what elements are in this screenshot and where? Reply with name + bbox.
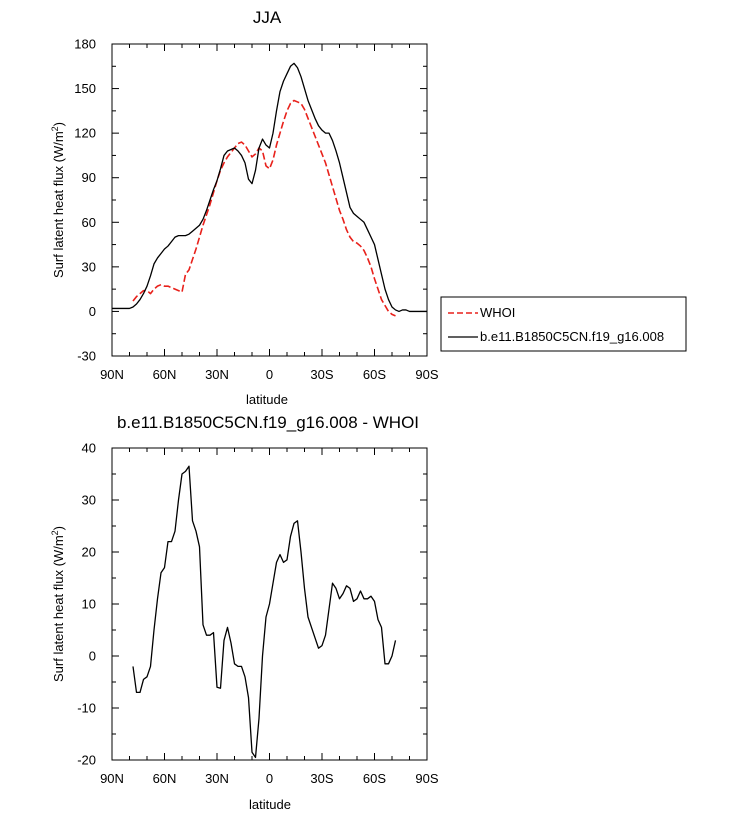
bottom-series: [132, 465, 397, 759]
top-x-tick-label: 90S: [415, 367, 438, 382]
bottom-y-axis-label-sup: 2: [50, 530, 60, 535]
top-x-tick-label: 30S: [310, 367, 333, 382]
bottom-y-tick-label: 10: [82, 597, 96, 612]
bottom-x-tick-label: 60S: [363, 771, 386, 786]
bottom-series-line-0: [132, 465, 397, 759]
bottom-y-axis-label-end: ): [51, 526, 66, 530]
bottom-x-tick-label: 90N: [100, 771, 124, 786]
top-x-axis-label: latitude: [246, 392, 288, 407]
bottom-y-tick-label: 20: [82, 545, 96, 560]
top-x-tick-label: 60N: [153, 367, 177, 382]
legend: WHOI b.e11.B1850C5CN.f19_g16.008: [440, 296, 687, 352]
bottom-y-tick-label: 30: [82, 493, 96, 508]
top-x-tick-label: 30N: [205, 367, 229, 382]
top-y-axis-label-sup: 2: [50, 126, 60, 131]
legend-entry-model: b.e11.B1850C5CN.f19_g16.008: [480, 329, 664, 344]
legend-frame: [440, 296, 687, 352]
top-y-tick-label: 150: [74, 81, 96, 96]
bottom-ticks: 90N 60N 30N 0 30S 60S 90S -20 -10 0 10 20 30 40: [77, 441, 439, 787]
bottom-x-tick-label: 30N: [205, 771, 229, 786]
top-series: [112, 62, 427, 317]
bottom-x-tick-label: 90S: [415, 771, 438, 786]
bottom-x-tick-label: 30S: [310, 771, 333, 786]
top-panel: JJA 90N 60N 30N 0 30S 60S 90S -30 0 30 60 90 120 150 1…: [50, 8, 687, 407]
legend-entry-whoi: WHOI: [480, 305, 515, 320]
bottom-y-tick-label: 0: [89, 649, 96, 664]
top-y-tick-label: 180: [74, 37, 96, 52]
bottom-x-tick-label: 0: [266, 771, 273, 786]
bottom-y-tick-label: -20: [77, 753, 96, 768]
top-y-tick-label: 60: [82, 215, 96, 230]
top-plot-frame: [111, 43, 428, 357]
top-y-tick-label: 0: [89, 304, 96, 319]
top-series-line-b-e11-b1850c5cn-f19-g16-008: [112, 62, 427, 313]
top-y-tick-label: 30: [82, 259, 96, 274]
bottom-y-axis-label-main: Surf latent heat flux (W/m: [51, 535, 66, 682]
top-series-line-whoi: [132, 99, 396, 317]
bottom-x-axis-label: latitude: [249, 797, 291, 812]
top-y-tick-label: 120: [74, 126, 96, 141]
top-y-tick-label: -30: [77, 349, 96, 364]
top-y-tick-label: 90: [82, 170, 96, 185]
top-x-tick-label: 90N: [100, 367, 124, 382]
top-x-tick-label: 60S: [363, 367, 386, 382]
top-y-axis-label-main: Surf latent heat flux (W/m: [51, 131, 66, 278]
bottom-y-tick-label: 40: [82, 441, 96, 456]
bottom-chart-title: b.e11.B1850C5CN.f19_g16.008 - WHOI: [117, 413, 419, 432]
bottom-y-tick-label: -10: [77, 701, 96, 716]
bottom-y-axis-label: Surf latent heat flux (W/m2): [50, 526, 66, 682]
top-ticks: 90N 60N 30N 0 30S 60S 90S -30 0 30 60 90 120 150 180: [74, 37, 439, 383]
top-y-axis-label: Surf latent heat flux (W/m2): [50, 122, 66, 278]
top-y-axis-label-end: ): [51, 122, 66, 126]
top-chart-title: JJA: [253, 8, 282, 27]
bottom-panel: b.e11.B1850C5CN.f19_g16.008 - WHOI 90N 60…: [50, 413, 439, 812]
top-x-tick-label: 0: [266, 367, 273, 382]
bottom-x-tick-label: 60N: [153, 771, 177, 786]
